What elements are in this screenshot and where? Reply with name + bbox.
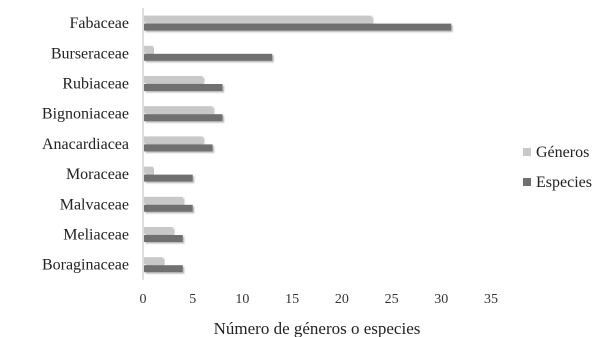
bar-especies-malvaceae xyxy=(144,204,193,212)
category-label: Burseraceae xyxy=(51,45,129,62)
bar-generos-burseraceae xyxy=(144,45,153,53)
category-labels: Fabaceae Burseraceae Rubiaceae Bignoniaceae… xyxy=(42,15,129,274)
bar-generos-malvaceae xyxy=(144,196,183,204)
bar-generos-rubiaceae xyxy=(144,76,203,83)
bar-generos-boraginaceae xyxy=(144,257,163,265)
x-tick-label: 25 xyxy=(385,292,399,307)
legend-label-especies: Especies xyxy=(536,174,592,191)
x-tick-label: 20 xyxy=(335,292,349,307)
bar-especies-anacardiacea xyxy=(144,144,213,152)
x-axis-ticks: 0 5 10 15 20 25 30 35 xyxy=(140,292,499,307)
bar-generos-moraceae xyxy=(144,166,153,174)
bar-especies-fabaceae xyxy=(144,23,452,31)
legend-swatch-generos xyxy=(523,148,531,156)
x-tick-label: 35 xyxy=(484,292,498,307)
x-tick-label: 15 xyxy=(285,292,299,307)
category-label: Anacardiacea xyxy=(42,136,129,153)
category-label: Moraceae xyxy=(66,166,129,183)
x-tick-label: 30 xyxy=(434,292,448,307)
bar-generos-fabaceae xyxy=(144,15,372,23)
x-tick-label: 10 xyxy=(235,292,249,307)
x-tick-label: 5 xyxy=(189,292,196,307)
category-label: Meliaceae xyxy=(63,227,129,244)
category-label: Bignoniaceae xyxy=(42,106,129,123)
bar-generos-anacardiacea xyxy=(144,136,203,144)
category-label: Rubiaceae xyxy=(62,76,129,93)
bar-especies-rubiaceae xyxy=(144,84,223,91)
legend-swatch-especies xyxy=(523,178,531,186)
bars-layer xyxy=(144,15,452,273)
bar-especies-burseraceae xyxy=(144,53,273,61)
bar-especies-moraceae xyxy=(144,174,193,182)
x-axis-title: Número de géneros o especies xyxy=(214,319,421,337)
category-label: Malvaceae xyxy=(60,196,129,213)
bar-generos-bignoniaceae xyxy=(144,106,213,114)
bar-especies-meliaceae xyxy=(144,235,183,242)
legend-label-generos: Géneros xyxy=(536,144,589,161)
bar-generos-meliaceae xyxy=(144,227,173,234)
x-tick-label: 0 xyxy=(140,292,147,307)
legend: Géneros Especies xyxy=(523,144,592,191)
category-label: Boraginaceae xyxy=(42,257,129,274)
bar-especies-boraginaceae xyxy=(144,265,183,273)
category-label: Fabaceae xyxy=(69,15,129,32)
bar-especies-bignoniaceae xyxy=(144,114,223,122)
